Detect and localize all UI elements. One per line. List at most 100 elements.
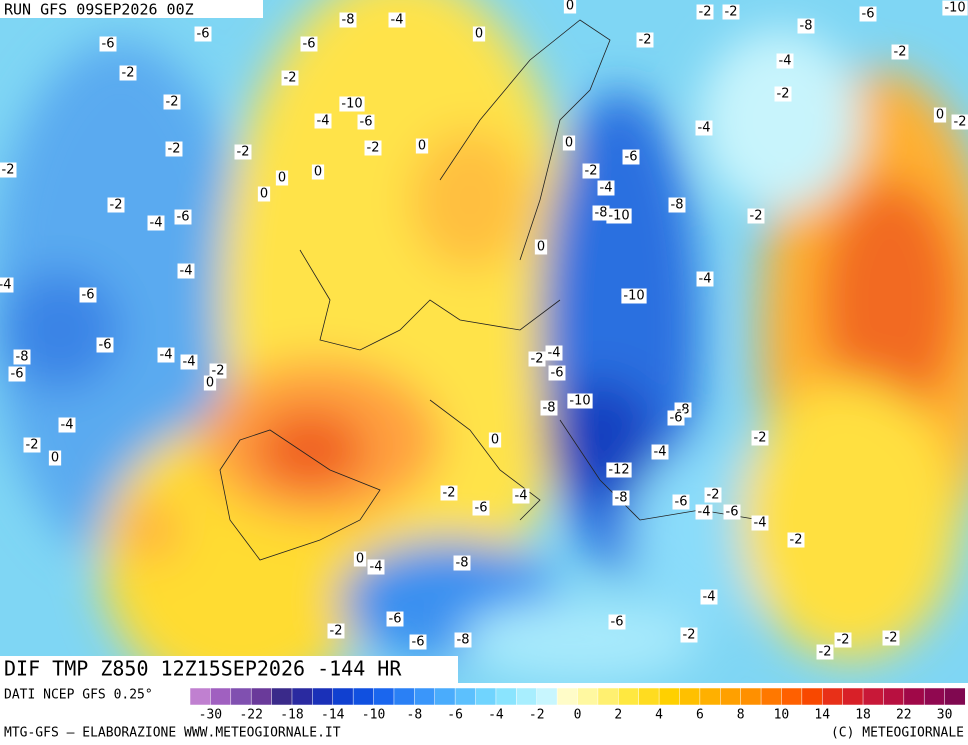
contour-label: -4 — [699, 272, 712, 287]
contour-label: 0 — [278, 171, 286, 186]
label-box — [409, 634, 427, 650]
label-box — [8, 366, 26, 382]
label-box — [621, 288, 647, 304]
label-box — [453, 555, 471, 571]
contour-label: -2 — [212, 364, 225, 379]
title-box — [0, 656, 458, 683]
contour-label: -2 — [2, 163, 15, 178]
scale-swatch — [740, 687, 762, 706]
contour-label: -4 — [370, 560, 383, 575]
label-box — [0, 277, 14, 293]
contour-label: -4 — [180, 264, 193, 279]
scale-swatch — [516, 687, 538, 706]
scale-swatch — [679, 687, 701, 706]
label-box — [567, 393, 593, 409]
contour-label: -6 — [862, 7, 875, 22]
contour-label: -6 — [611, 615, 624, 630]
contour-label: -2 — [330, 624, 343, 639]
contour-label: -2 — [725, 5, 738, 20]
label-box — [23, 437, 41, 453]
label-box — [751, 430, 769, 446]
label-box — [776, 53, 794, 69]
label-box — [163, 94, 181, 110]
contour-label: 0 — [537, 240, 545, 255]
contour-label: -2 — [777, 87, 790, 102]
scale-tick-label: -18 — [280, 708, 303, 723]
label-box — [339, 12, 357, 28]
scale-swatch — [434, 687, 456, 706]
contour-label: 0 — [418, 139, 426, 154]
scale-swatch — [475, 687, 497, 706]
label-box — [606, 208, 632, 224]
label-box — [545, 345, 563, 361]
label-box — [488, 432, 502, 448]
scale-swatch — [597, 687, 619, 706]
label-box — [339, 96, 365, 112]
label-box — [787, 532, 805, 548]
label-box — [751, 515, 769, 531]
scale-swatch — [801, 687, 823, 706]
label-box — [357, 114, 375, 130]
scale-tick-label: 30 — [937, 708, 953, 723]
contour-label: -4 — [0, 278, 11, 293]
label-box — [99, 36, 117, 52]
contour-label: -8 — [595, 206, 608, 221]
label-box — [300, 36, 318, 52]
label-box — [415, 138, 429, 154]
contour-label: -6 — [675, 495, 688, 510]
scale-swatch — [352, 687, 375, 706]
label-box — [209, 363, 227, 379]
contour-label: -6 — [11, 367, 24, 382]
label-box — [311, 164, 325, 180]
contour-label: -4 — [654, 445, 667, 460]
scale-swatch — [291, 687, 313, 706]
contour-label: -8 — [671, 198, 684, 213]
contour-label: -4 — [779, 54, 792, 69]
footer-left: MTG-GFS – ELABORAZIONE WWW.METEOGIORNALE… — [4, 726, 341, 741]
coastlines — [219, 19, 761, 561]
scale-tick-label: 14 — [814, 708, 830, 723]
label-box — [696, 4, 714, 20]
label-box — [704, 487, 722, 503]
scale-swatch — [944, 687, 966, 706]
contour-label: -4 — [703, 590, 716, 605]
scale-swatch — [720, 687, 742, 706]
contour-label: 0 — [566, 0, 574, 14]
scale-tick-label: 6 — [696, 708, 704, 723]
contour-label: 0 — [475, 27, 483, 42]
label-box — [165, 141, 183, 157]
label-box — [695, 120, 713, 136]
contour-label: -2 — [166, 95, 179, 110]
label-box — [548, 365, 566, 381]
contour-label: -6 — [670, 411, 683, 426]
scale-swatch — [189, 687, 211, 706]
label-box — [696, 271, 714, 287]
label-box — [859, 6, 877, 22]
contour-label: -4 — [754, 516, 767, 531]
run-box — [0, 0, 263, 18]
scale-swatch — [781, 687, 803, 706]
scale-swatch — [618, 687, 640, 706]
label-box — [891, 44, 909, 60]
label-box — [194, 26, 212, 42]
label-box — [667, 410, 685, 426]
footer-right: (C) METEOGIORNALE — [831, 726, 964, 741]
label-box — [722, 4, 740, 20]
contour-label: -4 — [600, 181, 613, 196]
contour-label: -2 — [954, 115, 967, 130]
scale-tick-label: 10 — [774, 708, 790, 723]
scale-swatch — [883, 687, 905, 706]
label-box — [636, 32, 654, 48]
label-box — [651, 444, 669, 460]
contour-label: -2 — [531, 352, 544, 367]
scale-tick-label: 18 — [855, 708, 871, 723]
contour-label: -6 — [82, 288, 95, 303]
scale-tick-label: -2 — [529, 708, 545, 723]
contour-label: -2 — [639, 33, 652, 48]
contour-label: -2 — [26, 438, 39, 453]
contour-label: -4 — [698, 505, 711, 520]
label-box — [364, 140, 382, 156]
label-box — [386, 611, 404, 627]
label-box — [472, 26, 486, 42]
label-box — [562, 135, 576, 151]
